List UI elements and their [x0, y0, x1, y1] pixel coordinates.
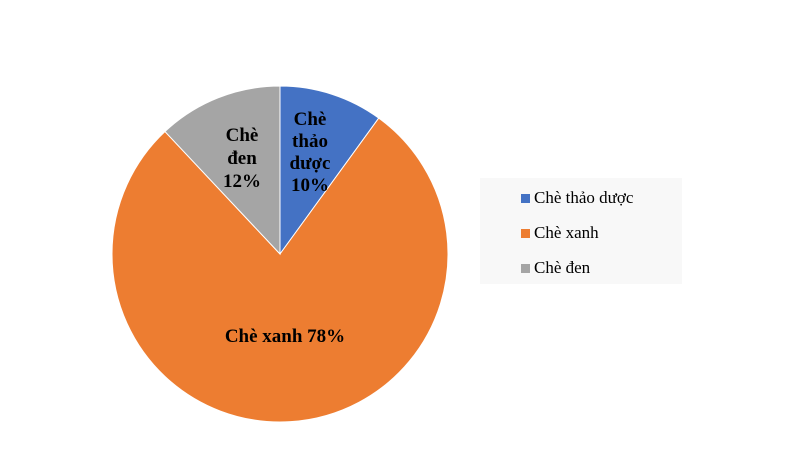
legend-label: Chè đen — [534, 258, 591, 277]
data-label: thảo — [292, 131, 328, 152]
legend-item: Chè xanh — [521, 223, 599, 243]
pie-slice — [111, 117, 449, 423]
data-label: Chè — [226, 125, 259, 146]
pie-slice — [279, 85, 380, 256]
data-label: Chè — [294, 109, 327, 130]
data-label: 10% — [291, 175, 329, 196]
legend: Chè thảo dược Chè xanh Chè đen — [480, 178, 682, 284]
data-label: Chè xanh 78% — [225, 326, 345, 347]
legend-swatch — [521, 193, 530, 203]
legend-label: Chè thảo dược — [534, 188, 634, 207]
data-label: đen — [227, 148, 257, 169]
legend-swatch — [521, 228, 530, 238]
legend-item: Chè thảo dược — [521, 188, 633, 208]
data-label: 12% — [223, 171, 261, 192]
legend-swatch — [521, 263, 530, 273]
legend-item: Chè đen — [521, 258, 590, 278]
legend-label: Chè xanh — [534, 223, 599, 242]
data-label: dược — [290, 153, 331, 174]
pie-slice — [164, 85, 281, 256]
